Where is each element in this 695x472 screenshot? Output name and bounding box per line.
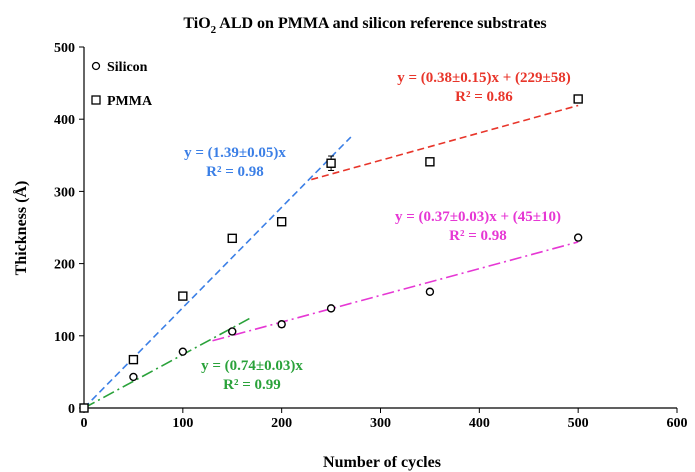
y-tick-label: 200	[54, 258, 75, 273]
x-tick-label: 600	[667, 416, 688, 431]
fit-eq-silicon-late: y = (0.37±0.03)x + (45±10)	[395, 209, 561, 225]
y-tick-label: 400	[54, 113, 75, 128]
x-tick-label: 500	[568, 416, 589, 431]
x-tick-label: 200	[271, 416, 292, 431]
y-axis-title: Thickness (Å)	[12, 181, 30, 276]
plot-area: 0 100 200 300 400 500 600 0 100 200 300 400 500	[54, 41, 688, 431]
fit-line-2	[212, 241, 579, 342]
data-point-pmma	[178, 291, 188, 301]
data-point-silicon	[228, 327, 237, 336]
data-point-pmma	[276, 217, 287, 227]
fit-line-3	[83, 316, 253, 409]
fit-labels: y = (1.39±0.05)x R² = 0.98 y = (0.38±0.1…	[184, 70, 571, 393]
y-tick-label: 500	[54, 41, 75, 56]
legend: Silicon PMMA	[91, 60, 153, 109]
fit-r2-silicon-initial: R² = 0.99	[223, 377, 281, 393]
data-point-pmma	[425, 157, 435, 167]
data-point-pmma	[326, 158, 336, 168]
fit-r2-pmma-initial: R² = 0.98	[206, 164, 264, 180]
legend-marker-silicon	[91, 61, 101, 71]
chart-title: TiO2 ALD on PMMA and silicon reference s…	[183, 15, 546, 36]
y-tick-label: 100	[54, 330, 75, 345]
x-tick-label: 0	[81, 416, 88, 431]
fit-eq-pmma-initial: y = (1.39±0.05)x	[184, 145, 286, 161]
x-tick-label: 400	[469, 416, 490, 431]
legend-label-silicon: Silicon	[107, 60, 148, 75]
data-point-silicon	[326, 304, 336, 313]
y-tick-label: 0	[68, 402, 75, 417]
fit-line-0	[83, 136, 352, 409]
data-point-silicon	[178, 347, 188, 356]
y-tick-label: 300	[54, 185, 75, 200]
legend-label-pmma: PMMA	[107, 94, 153, 109]
x-tick-label: 300	[370, 416, 391, 431]
x-tick-label: 100	[172, 416, 193, 431]
data-point-pmma	[79, 403, 89, 413]
fit-r2-silicon-late: R² = 0.98	[449, 228, 507, 244]
fit-r2-pmma-late: R² = 0.86	[455, 89, 513, 105]
data-point-silicon	[425, 287, 435, 296]
data-point-pmma	[128, 354, 139, 365]
data-point-silicon	[129, 372, 138, 382]
fit-eq-pmma-late: y = (0.38±0.15)x + (229±58)	[397, 70, 571, 86]
legend-marker-pmma	[91, 95, 101, 105]
data-point-pmma	[227, 233, 237, 244]
fit-line-1	[311, 104, 579, 181]
fit-eq-silicon-initial: y = (0.74±0.03)x	[201, 358, 303, 374]
data-point-silicon	[277, 320, 286, 329]
data-point-pmma	[573, 94, 583, 104]
x-axis-title: Number of cycles	[323, 454, 441, 471]
data-point-silicon	[573, 233, 583, 242]
